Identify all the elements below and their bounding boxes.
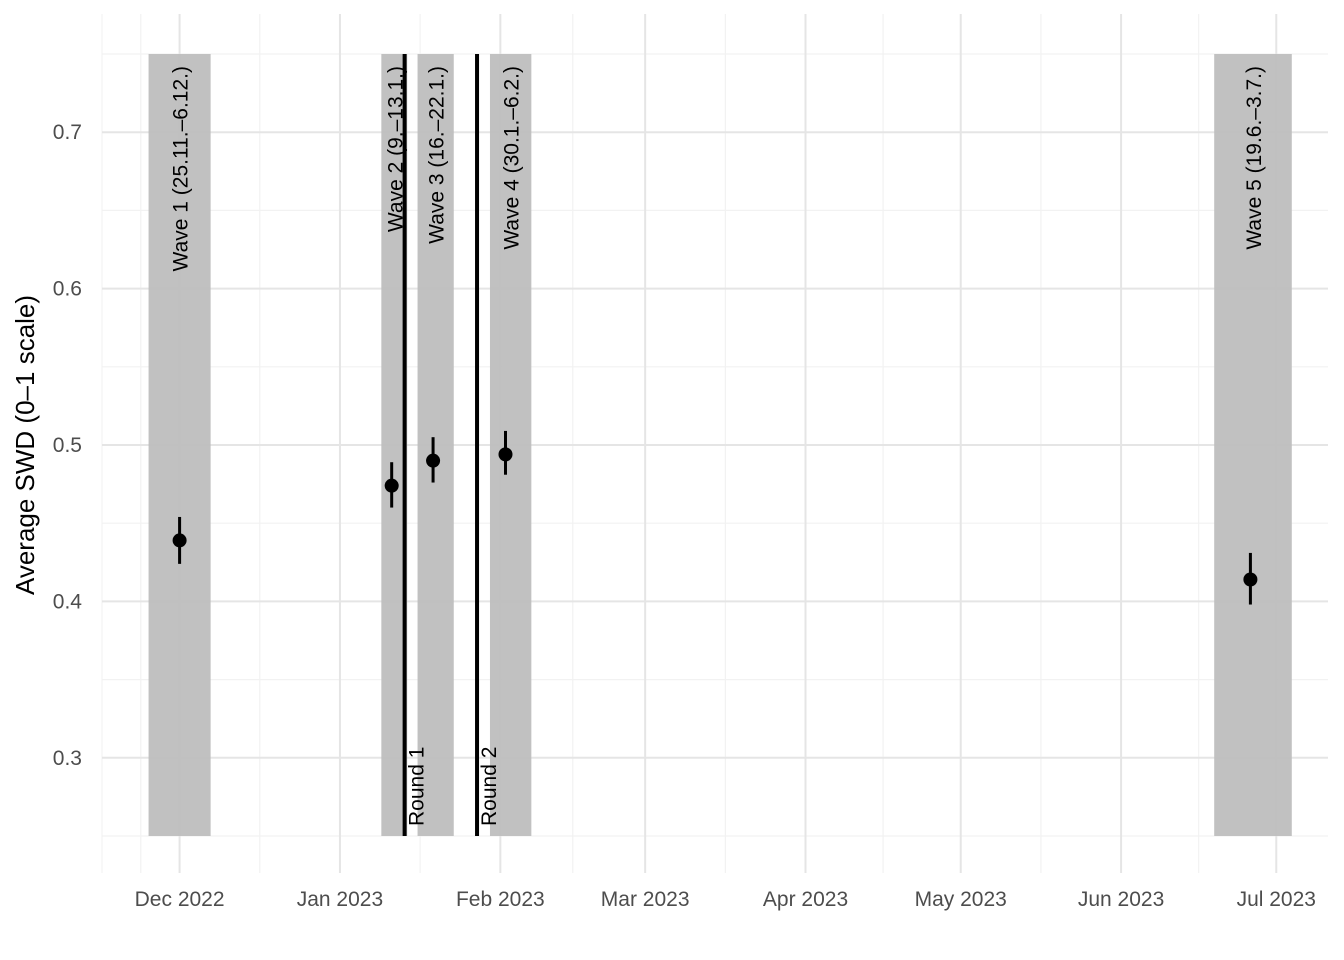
round-label: Round 1	[406, 747, 429, 826]
data-point	[384, 478, 399, 493]
x-tick-label: Jan 2023	[297, 888, 383, 911]
wave-bands	[148, 54, 1292, 836]
data-point	[426, 453, 441, 468]
round-labels: Round 1 Round 2	[406, 747, 501, 826]
y-axis-tick-labels: 0.3 0.4 0.5 0.6 0.7	[53, 121, 83, 770]
x-tick-label: Mar 2023	[601, 888, 690, 911]
x-tick-label: Jun 2023	[1078, 888, 1164, 911]
y-tick-label: 0.4	[53, 590, 83, 613]
wave-label: Wave 2 (9.–13.1.)	[384, 66, 407, 232]
data-point	[498, 447, 513, 462]
y-tick-label: 0.6	[53, 278, 82, 301]
wave-labels: Wave 1 (25.11.–6.12.) Wave 2 (9.–13.1.) Wa…	[170, 66, 1266, 271]
wave-label: Wave 3 (16.–22.1.)	[426, 66, 449, 244]
major-gridlines	[102, 14, 1328, 873]
data-point	[172, 533, 187, 548]
x-tick-label: Apr 2023	[763, 888, 848, 911]
round-label: Round 2	[478, 747, 501, 826]
x-tick-label: Dec 2022	[135, 888, 225, 911]
round-lines	[402, 54, 480, 836]
wave-label: Wave 4 (30.1.–6.2.)	[501, 66, 524, 250]
y-tick-label: 0.3	[53, 747, 82, 770]
minor-gridlines	[101, 14, 1328, 873]
wave-band	[1214, 54, 1292, 836]
y-tick-label: 0.5	[53, 434, 82, 457]
y-tick-label: 0.7	[53, 121, 82, 144]
wave-band	[417, 54, 454, 836]
wave-label: Wave 1 (25.11.–6.12.)	[170, 66, 193, 271]
wave-band	[489, 54, 532, 836]
x-tick-label: Feb 2023	[456, 888, 545, 911]
x-tick-label: Jul 2023	[1237, 888, 1316, 911]
y-axis-title: Average SWD (0–1 scale)	[10, 295, 40, 595]
wave-band	[148, 54, 211, 836]
x-axis-tick-labels: Dec 2022 Jan 2023 Feb 2023 Mar 2023 Apr 2023…	[135, 888, 1316, 911]
wave-label: Wave 5 (19.6.–3.7.)	[1243, 66, 1266, 250]
data-points	[172, 430, 1258, 605]
x-tick-label: May 2023	[915, 888, 1007, 911]
data-point	[1243, 572, 1258, 587]
